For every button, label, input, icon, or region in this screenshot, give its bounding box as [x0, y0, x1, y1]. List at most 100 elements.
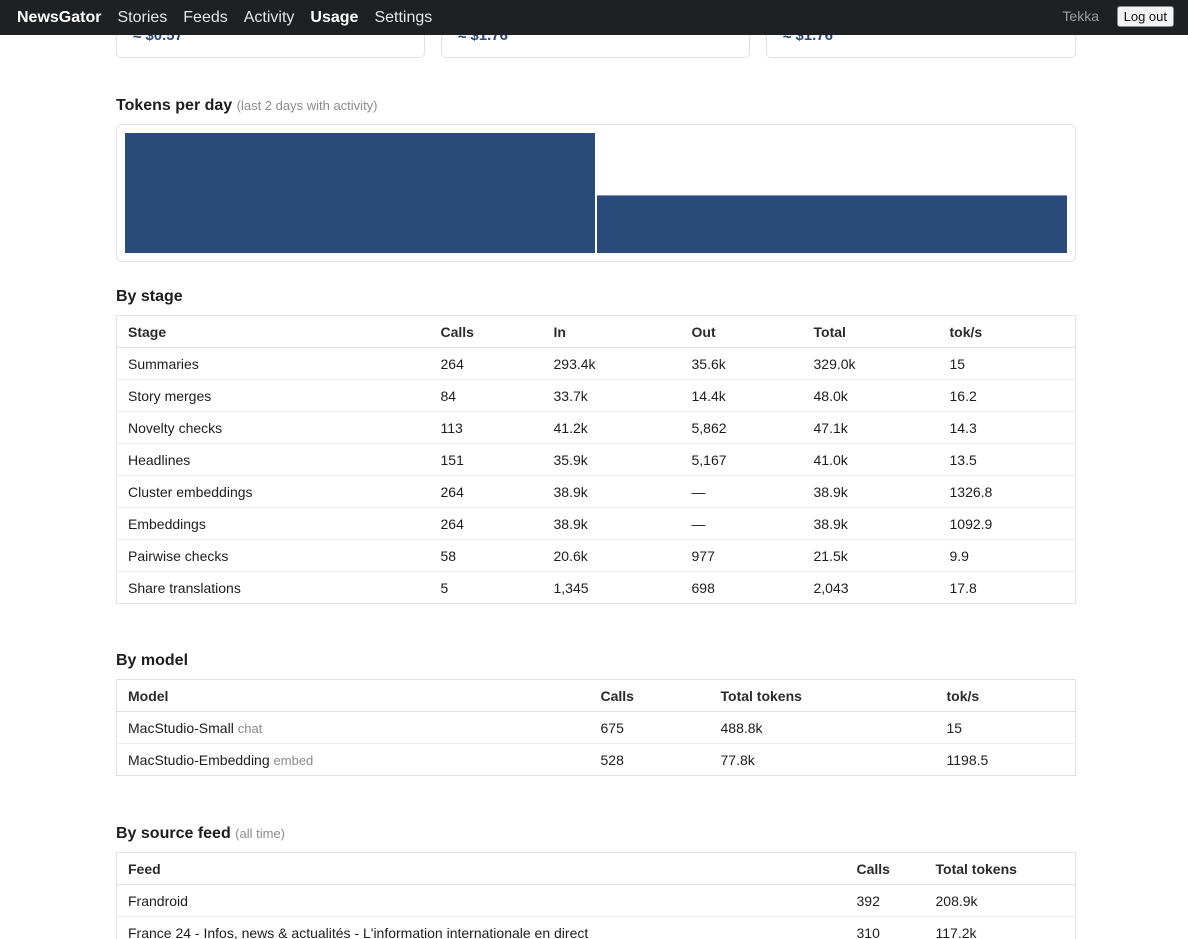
nav-settings[interactable]: Settings [374, 8, 433, 26]
calls-cell: 392 [845, 884, 925, 917]
tokens-per-day-heading: Tokens per day (last 2 days with activit… [116, 97, 378, 115]
col-model: Model [116, 679, 590, 712]
table-row: Story merges 84 33.7k 14.4k 48.0k 16.2 [116, 379, 1076, 412]
table-row: Cluster embeddings 264 38.9k —38.9k 1326.8 [116, 475, 1076, 508]
nav-stories[interactable]: Stories [117, 8, 168, 26]
stage-cell: Share translations [116, 571, 430, 604]
col-out: Out [680, 315, 803, 348]
stage-cell: Cluster embeddings [116, 475, 430, 508]
in-cell: 38.9k [542, 507, 681, 540]
calls-cell: 58 [429, 539, 543, 572]
table-row: France 24 - Infos, news & actualités - L… [116, 916, 1076, 939]
col-toks: tok/s [935, 679, 1076, 712]
col-calls: Calls [429, 315, 543, 348]
model-cell: MacStudio-Embedding embed [116, 743, 590, 776]
in-cell: 41.2k [542, 411, 681, 444]
by-model-table: Model Calls Total tokens tok/s MacStudio… [116, 679, 1076, 776]
out-cell: 5,862 [680, 411, 803, 444]
stage-cell: Embeddings [116, 507, 430, 540]
stage-cell: Pairwise checks [116, 539, 430, 572]
total-cell: 208.9k [924, 884, 1076, 917]
day-bar [125, 133, 595, 253]
by-feed-note: (all time) [235, 826, 286, 841]
logout-button[interactable]: Log out [1116, 6, 1174, 27]
in-cell: 35.9k [542, 443, 681, 476]
calls-cell: 84 [429, 379, 543, 412]
col-stage: Stage [116, 315, 430, 348]
nav-feeds[interactable]: Feeds [183, 8, 228, 26]
col-total-tokens: Total tokens [709, 679, 936, 712]
total-cell: 117.2k [924, 916, 1076, 939]
total-cell: 38.9k [802, 475, 939, 508]
toks-cell: 15 [935, 711, 1076, 744]
toks-cell: 9.9 [938, 539, 1076, 572]
table-row: Headlines 151 35.9k 5,167 41.0k 13.5 [116, 443, 1076, 476]
nav-activity[interactable]: Activity [243, 8, 295, 26]
in-cell: 38.9k [542, 475, 681, 508]
calls-cell: 675 [589, 711, 710, 744]
col-total: Total [802, 315, 939, 348]
total-cell: 329.0k [802, 347, 939, 380]
col-total-tokens: Total tokens [924, 852, 1076, 885]
table-row: Embeddings 264 38.9k —38.9k 1092.9 [116, 507, 1076, 540]
stage-cell: Story merges [116, 379, 430, 412]
model-kind: embed [273, 752, 314, 768]
out-cell: 5,167 [680, 443, 803, 476]
current-user: Tekka [1062, 8, 1099, 24]
model-kind: chat [237, 720, 263, 736]
in-cell: 33.7k [542, 379, 681, 412]
total-cell: 48.0k [802, 379, 939, 412]
nav-usage[interactable]: Usage [310, 8, 359, 26]
out-cell: — [680, 475, 803, 508]
out-cell: 977 [680, 539, 803, 572]
in-cell: 20.6k [542, 539, 681, 572]
calls-cell: 310 [845, 916, 925, 939]
toks-cell: 14.3 [938, 411, 1076, 444]
table-row: Summaries 264 293.4k 35.6k 329.0k 15 [116, 347, 1076, 380]
col-in: In [542, 315, 681, 348]
total-cell: 77.8k [709, 743, 936, 776]
out-cell: — [680, 507, 803, 540]
model-name: MacStudio-Embedding [128, 751, 270, 768]
in-cell: 1,345 [542, 571, 681, 604]
calls-cell: 5 [429, 571, 543, 604]
out-cell: 698 [680, 571, 803, 604]
calls-cell: 264 [429, 347, 543, 380]
table-header-row: Stage Calls In Out Total tok/s [116, 315, 1076, 348]
toks-cell: 1092.9 [938, 507, 1076, 540]
by-model-heading: By model [116, 652, 189, 669]
by-stage-table: Stage Calls In Out Total tok/s Summaries… [116, 315, 1076, 604]
by-feed-table: Feed Calls Total tokens Frandroid 392 208.… [116, 852, 1076, 939]
col-toks: tok/s [938, 315, 1076, 348]
stage-cell: Headlines [116, 443, 430, 476]
total-cell: 2,043 [802, 571, 939, 604]
day-bar [597, 195, 1067, 253]
table-row: MacStudio-Small chat 675 488.8k 15 [116, 711, 1076, 744]
stage-cell: Novelty checks [116, 411, 430, 444]
col-calls: Calls [589, 679, 710, 712]
main-nav: Stories Feeds Activity Usage Settings [117, 9, 448, 27]
calls-cell: 528 [589, 743, 710, 776]
calls-cell: 151 [429, 443, 543, 476]
toks-cell: 17.8 [938, 571, 1076, 604]
brand-logo[interactable]: NewsGator [17, 8, 102, 26]
col-feed: Feed [116, 852, 846, 885]
toks-cell: 16.2 [938, 379, 1076, 412]
calls-cell: 264 [429, 475, 543, 508]
total-cell: 41.0k [802, 443, 939, 476]
feed-cell: France 24 - Infos, news & actualités - L… [116, 916, 846, 939]
table-header-row: Model Calls Total tokens tok/s [116, 679, 1076, 712]
out-cell: 14.4k [680, 379, 803, 412]
col-calls: Calls [845, 852, 925, 885]
feed-cell: Frandroid [116, 884, 846, 917]
model-cell: MacStudio-Small chat [116, 711, 590, 744]
model-name: MacStudio-Small [128, 719, 234, 736]
table-row: MacStudio-Embedding embed 528 77.8k 1198… [116, 743, 1076, 776]
tokens-per-day-note: (last 2 days with activity) [236, 98, 378, 113]
total-cell: 38.9k [802, 507, 939, 540]
total-cell: 47.1k [802, 411, 939, 444]
table-row: Share translations 5 1,345 698 2,043 17.8 [116, 571, 1076, 604]
out-cell: 35.6k [680, 347, 803, 380]
toks-cell: 15 [938, 347, 1076, 380]
calls-cell: 264 [429, 507, 543, 540]
